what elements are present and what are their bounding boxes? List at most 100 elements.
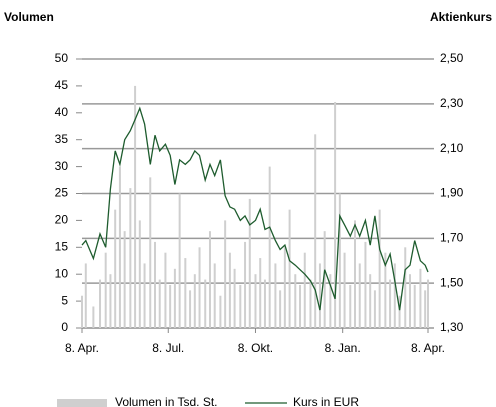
volume-bar [239,284,242,328]
y2-axis-title: Aktienkurs [430,10,492,24]
legend-label: Kurs in EUR [293,395,359,407]
y-axis-title: Volumen [4,10,54,24]
volume-bar [248,198,251,328]
volume-bar [309,279,312,328]
volume-bar [288,209,291,328]
volume-bar [279,290,282,328]
volume-bar [364,241,367,328]
volume-bar [373,290,376,328]
volume-bar [129,188,132,328]
volume-bar [134,85,137,329]
x-tick-label: 8. Jan. [325,341,361,355]
volume-bar [404,247,407,328]
volume-bar [213,263,216,328]
volume-bar [408,274,411,328]
volume-bar [149,177,152,328]
volume-bar [123,231,126,328]
volume-bar [164,252,167,328]
volume-bar [219,295,222,328]
y-tick-label: 30 [55,159,69,173]
y2-tick-label: 1,90 [440,186,464,200]
volume-bar [427,279,429,328]
volume-bar [354,220,357,328]
volume-bar [204,279,207,328]
volume-bar [198,247,201,328]
volume-bar [104,252,107,328]
volume-bar [99,279,102,328]
y-tick-label: 50 [55,51,69,65]
volume-bar [398,295,401,328]
volume-bar [314,134,317,328]
volume-bar [358,263,361,328]
volume-bar [378,209,381,328]
price-line [81,106,429,311]
legend-swatch [57,399,107,407]
volume-bar [189,290,192,328]
volume-bar [338,193,341,328]
volume-bar [254,274,257,328]
volume-bar [169,284,172,328]
volume-bar [233,268,236,328]
volume-bar [413,284,416,328]
volume-bar [263,279,266,328]
y-tick-label: 40 [55,105,69,119]
y2-tick-label: 2,30 [440,96,464,110]
volume-bar [114,209,117,328]
volume-bar [274,263,277,328]
volume-bar [158,279,161,328]
volume-bar [343,252,346,328]
x-tick-label: 8. Apr. [65,341,99,355]
volume-bar [118,166,121,328]
y-tick-label: 0 [61,320,68,334]
volume-bar [259,258,262,328]
y-tick-label: 45 [55,78,69,92]
volume-bar [419,268,422,328]
volume-bar [208,231,211,328]
volume-bar [244,241,247,328]
volume-bar [294,274,297,328]
y-tick-label: 15 [55,239,69,253]
y-tick-label: 20 [55,213,69,227]
volume-bar [318,263,321,328]
y2-tick-label: 1,50 [440,275,464,289]
y-tick-label: 5 [61,293,68,307]
volume-bar [224,220,227,328]
volume-bar [143,263,146,328]
volume-bar [268,166,271,328]
volume-bar [424,290,427,328]
volume-bar [323,231,326,328]
y2-tick-label: 2,50 [440,51,464,65]
volume-bar [178,193,181,328]
volume-bar [228,252,231,328]
volume-bar [329,274,332,328]
y2-tick-label: 2,10 [440,141,464,155]
x-tick-label: 8. Jul. [152,341,184,355]
x-tick-label: 8. Okt. [238,341,273,355]
volume-bar [389,279,392,328]
y-tick-label: 25 [55,186,69,200]
legend-label: Volumen in Tsd. St. [115,395,218,407]
volume-bar [334,102,337,328]
volume-bar [109,274,112,328]
volume-bar [369,274,372,328]
y2-tick-label: 1,30 [440,320,464,334]
volume-bar [384,252,387,328]
volume-bar [393,263,396,328]
y-tick-label: 10 [55,266,69,280]
volume-bar [173,268,176,328]
x-tick-label: 8. Apr. [411,341,445,355]
y2-tick-label: 1,70 [440,231,464,245]
volume-bar [138,220,141,328]
volume-bar [299,284,302,328]
volume-bar [153,241,156,328]
volume-bar [303,252,306,328]
volume-bar [349,284,352,328]
y-tick-label: 35 [55,132,69,146]
volume-bar [81,295,83,328]
volume-bar [184,258,187,328]
volume-bar [84,263,87,328]
volume-bar [193,274,196,328]
volume-bar [92,306,95,328]
volume-bar [283,247,286,328]
